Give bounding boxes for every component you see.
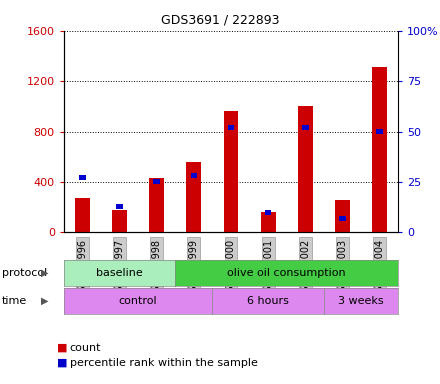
Text: olive oil consumption: olive oil consumption (227, 268, 346, 278)
Text: 6 hours: 6 hours (247, 296, 289, 306)
Text: protocol: protocol (2, 268, 48, 278)
Text: GDS3691 / 222893: GDS3691 / 222893 (161, 13, 279, 26)
Bar (79, 175, 86, 180)
Bar (112, 210, 127, 232)
Bar (191, 173, 197, 179)
Bar (339, 216, 346, 221)
Text: 3 weeks: 3 weeks (338, 296, 384, 306)
Bar (227, 125, 235, 130)
Bar (154, 179, 160, 184)
Text: ▶: ▶ (40, 268, 48, 278)
Bar (75, 198, 90, 232)
Bar (116, 204, 123, 209)
Bar (298, 106, 313, 232)
Text: time: time (2, 296, 27, 306)
Text: count: count (70, 343, 101, 353)
Bar (261, 212, 275, 232)
Text: control: control (119, 296, 158, 306)
Bar (335, 200, 350, 232)
Bar (187, 162, 201, 232)
Text: ■: ■ (57, 358, 68, 368)
Bar (376, 129, 383, 134)
Bar (372, 67, 387, 232)
Bar (224, 111, 238, 232)
Text: ▶: ▶ (40, 296, 48, 306)
Text: baseline: baseline (96, 268, 143, 278)
Text: ■: ■ (57, 343, 68, 353)
Bar (302, 125, 308, 130)
Bar (265, 210, 271, 215)
Bar (149, 178, 164, 232)
Text: percentile rank within the sample: percentile rank within the sample (70, 358, 257, 368)
